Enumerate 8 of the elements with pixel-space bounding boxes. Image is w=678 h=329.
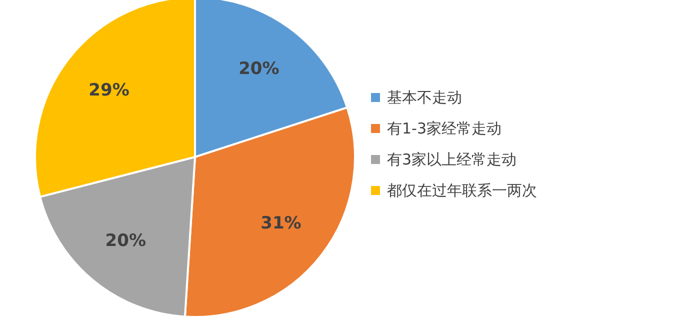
legend-label: 都仅在过年联系一两次 xyxy=(387,182,537,200)
data-label: 29% xyxy=(88,80,130,100)
data-label: 31% xyxy=(260,214,302,234)
legend-label: 基本不走动 xyxy=(387,88,462,106)
data-label: 20% xyxy=(238,58,280,79)
legend-label: 有3家以上经常走动 xyxy=(387,150,517,168)
legend-label: 有1-3家经常走动 xyxy=(387,120,502,138)
data-label: 20% xyxy=(105,230,146,251)
